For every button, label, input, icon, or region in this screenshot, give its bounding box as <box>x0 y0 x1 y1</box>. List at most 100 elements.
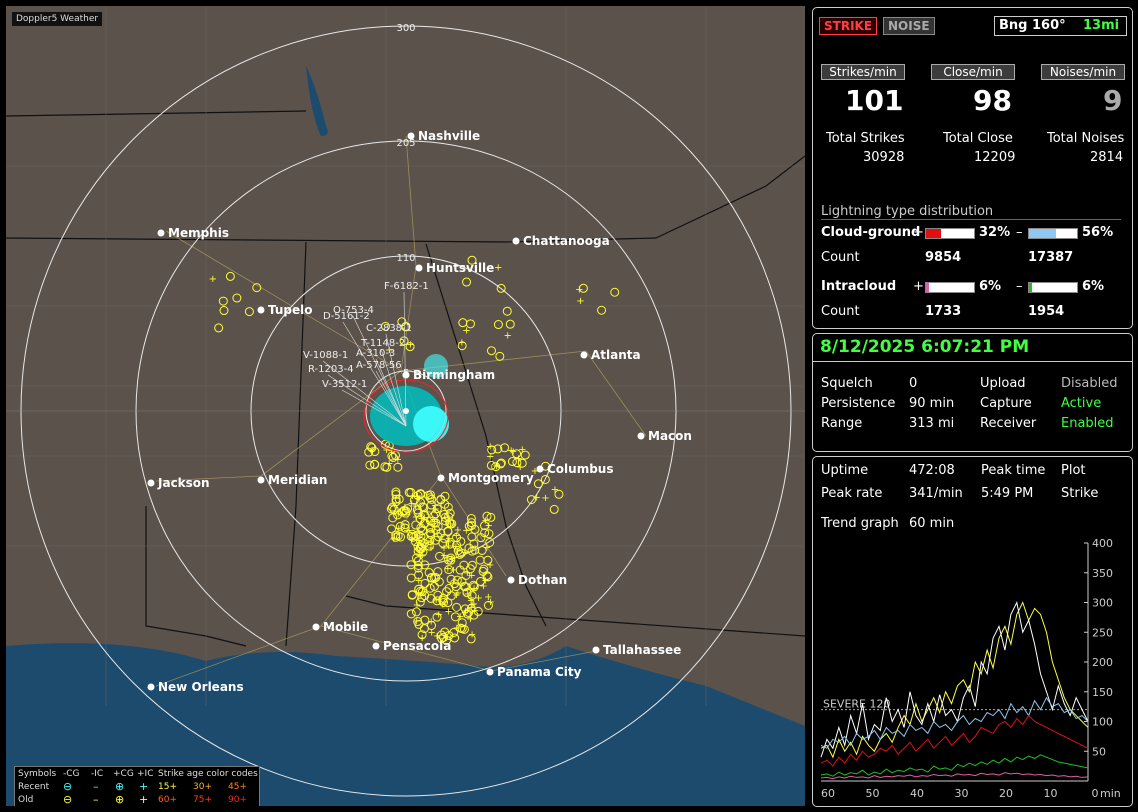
strike-marker <box>450 612 460 622</box>
ic-plus-sign: + <box>913 279 924 294</box>
strike-marker <box>397 507 407 517</box>
strike-marker <box>391 494 401 504</box>
strike-marker: + <box>417 551 425 562</box>
close-per-min-value: 98 <box>973 84 1012 117</box>
strike-marker <box>517 458 527 468</box>
datetime: 8/12/2025 6:07:21 PM <box>820 337 1030 357</box>
strike-marker: + <box>427 627 435 638</box>
storm-label: A-310-3 <box>356 348 395 359</box>
strike-marker <box>482 511 492 521</box>
strike-marker: + <box>417 509 425 520</box>
strike-marker: + <box>443 632 451 643</box>
x-tick-label: 50 <box>866 787 880 800</box>
strike-marker: + <box>533 493 541 504</box>
y-tick-label: 350 <box>1092 567 1113 580</box>
strike-marker <box>416 523 426 533</box>
strike-marker <box>413 556 423 566</box>
city-panama-city: Panama City <box>486 665 582 679</box>
storm-label: O-753-4 <box>333 305 374 316</box>
total-noises-value: 2814 <box>1090 150 1124 165</box>
strike-marker <box>391 532 401 542</box>
strike-marker <box>496 458 506 468</box>
ic-plus-bar-fill <box>926 283 929 292</box>
plot-value[interactable]: Strike <box>1061 486 1099 501</box>
strike-marker <box>444 565 454 575</box>
strike-marker <box>437 630 447 640</box>
city-nashville: Nashville <box>407 129 480 143</box>
storm-label: A-578-56 <box>356 360 402 371</box>
age-15: 15+ <box>158 782 177 792</box>
strike-marker <box>388 452 398 462</box>
strike-marker <box>425 583 435 593</box>
svg-text:Huntsville: Huntsville <box>426 261 494 275</box>
total-strikes-label: Total Strikes <box>826 131 905 146</box>
ic-plus-count: 1733 <box>925 304 962 319</box>
strike-marker <box>442 587 452 597</box>
x-tick-label: 10 <box>1044 787 1058 800</box>
legend-col-cg-plus: +CG <box>113 769 134 779</box>
strike-marker <box>449 628 459 638</box>
strike-button[interactable]: STRIKE <box>819 17 878 35</box>
strike-marker: + <box>407 535 415 546</box>
county-lines <box>6 6 805 706</box>
svg-text:Jackson: Jackson <box>157 476 210 490</box>
strike-marker <box>387 524 397 534</box>
strike-marker: + <box>516 462 524 473</box>
strike-marker <box>496 283 506 293</box>
svg-text:Nashville: Nashville <box>418 129 480 143</box>
strike-marker: + <box>458 338 466 349</box>
city-montgomery: Montgomery <box>437 471 534 485</box>
strike-marker <box>388 513 398 523</box>
x-tick-label: 30 <box>955 787 969 800</box>
map-canvas[interactable]: 3002051105 +++++++++++++++++++++++++++++… <box>6 6 805 806</box>
strike-marker <box>465 319 475 329</box>
strike-marker: + <box>463 568 471 579</box>
storm-label: F-6182-1 <box>384 281 429 292</box>
strike-marker <box>469 582 479 592</box>
strike-marker <box>417 630 427 640</box>
strike-marker <box>486 346 496 356</box>
strikes-per-min-label: Strikes/min <box>821 64 905 80</box>
strike-marker <box>478 566 488 576</box>
strike-marker: + <box>394 454 402 465</box>
city-birmingham: Birmingham <box>402 368 495 382</box>
strike-marker <box>483 572 493 582</box>
strike-marker <box>446 553 456 563</box>
strike-marker: + <box>418 633 426 644</box>
svg-text:Tallahassee: Tallahassee <box>603 643 681 657</box>
cg-label: Cloud-ground <box>821 225 921 240</box>
cg-plus-count: 9854 <box>925 250 962 265</box>
range-value: 313 mi <box>909 416 955 431</box>
old-cg-plus-icon: ⊕ <box>115 793 125 806</box>
lake <box>306 66 328 136</box>
strike-marker <box>413 508 423 518</box>
old-ic-plus-icon: + <box>139 793 149 806</box>
strike-marker <box>400 520 410 530</box>
strike-marker <box>406 531 416 541</box>
strike-marker: + <box>394 523 402 534</box>
strike-marker <box>483 555 493 565</box>
close-per-min-label: Close/min <box>931 64 1015 80</box>
strike-marker <box>445 539 455 549</box>
strike-marker <box>432 504 442 514</box>
trend-value[interactable]: 60 min <box>909 516 955 531</box>
lightning-map[interactable]: 3002051105 +++++++++++++++++++++++++++++… <box>6 6 805 806</box>
noise-button[interactable]: NOISE <box>883 17 935 35</box>
strike-marker: + <box>403 525 411 536</box>
strike-marker <box>455 549 465 559</box>
strike-marker <box>437 634 447 644</box>
upload-value: Disabled <box>1061 376 1118 391</box>
strike-marker <box>452 602 462 612</box>
strike-marker <box>456 536 466 546</box>
strike-marker <box>466 521 476 531</box>
strike-marker <box>420 578 430 588</box>
strike-marker: + <box>471 605 479 616</box>
strike-marker <box>416 497 426 507</box>
strike-marker <box>412 505 422 515</box>
storm-label: V-3512-1 <box>322 379 367 390</box>
strike-marker <box>407 590 417 600</box>
strike-marker <box>466 513 476 523</box>
strike-marker <box>417 587 427 597</box>
strike-marker <box>476 576 486 586</box>
strike-marker: + <box>408 499 416 510</box>
